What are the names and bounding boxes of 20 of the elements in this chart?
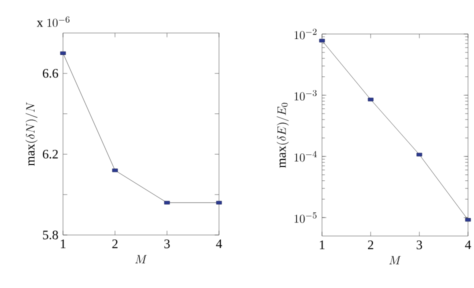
y-tick-label: $10^{-5}$ bbox=[294, 212, 317, 223]
y-tick-label: $10^{-2}$ bbox=[294, 28, 317, 40]
y-axis-title: $\mathrm{max}(\delta N)/N$ bbox=[26, 102, 38, 166]
x-tick-label: 4 bbox=[216, 240, 222, 248]
x-tick-label: 1 bbox=[320, 240, 324, 250]
y-tick-label: 5.8 bbox=[43, 230, 58, 240]
x-axis-title: $M$ bbox=[135, 255, 147, 264]
y-tick-label: $10^{-3}$ bbox=[294, 90, 317, 101]
x-tick-label: 2 bbox=[368, 240, 374, 250]
x-tick-label: 4 bbox=[465, 240, 472, 250]
x-tick-label: 2 bbox=[112, 240, 118, 248]
x-tick-label: 1 bbox=[60, 240, 66, 248]
y-axis-title: $\mathrm{max}(\delta E)/E_0$ bbox=[276, 102, 289, 168]
y-tick-label: 6.6 bbox=[42, 69, 58, 78]
y-tick-label: $10^{-4}$ bbox=[294, 151, 317, 162]
x-tick-label: 3 bbox=[164, 240, 170, 248]
text: $\mathrm{x}\ 10^{-6}$ bbox=[36, 16, 70, 27]
x-tick-label: 3 bbox=[416, 240, 422, 250]
x-axis-title: $M$ bbox=[389, 256, 401, 264]
y-tick-label: 6.2 bbox=[42, 150, 58, 159]
